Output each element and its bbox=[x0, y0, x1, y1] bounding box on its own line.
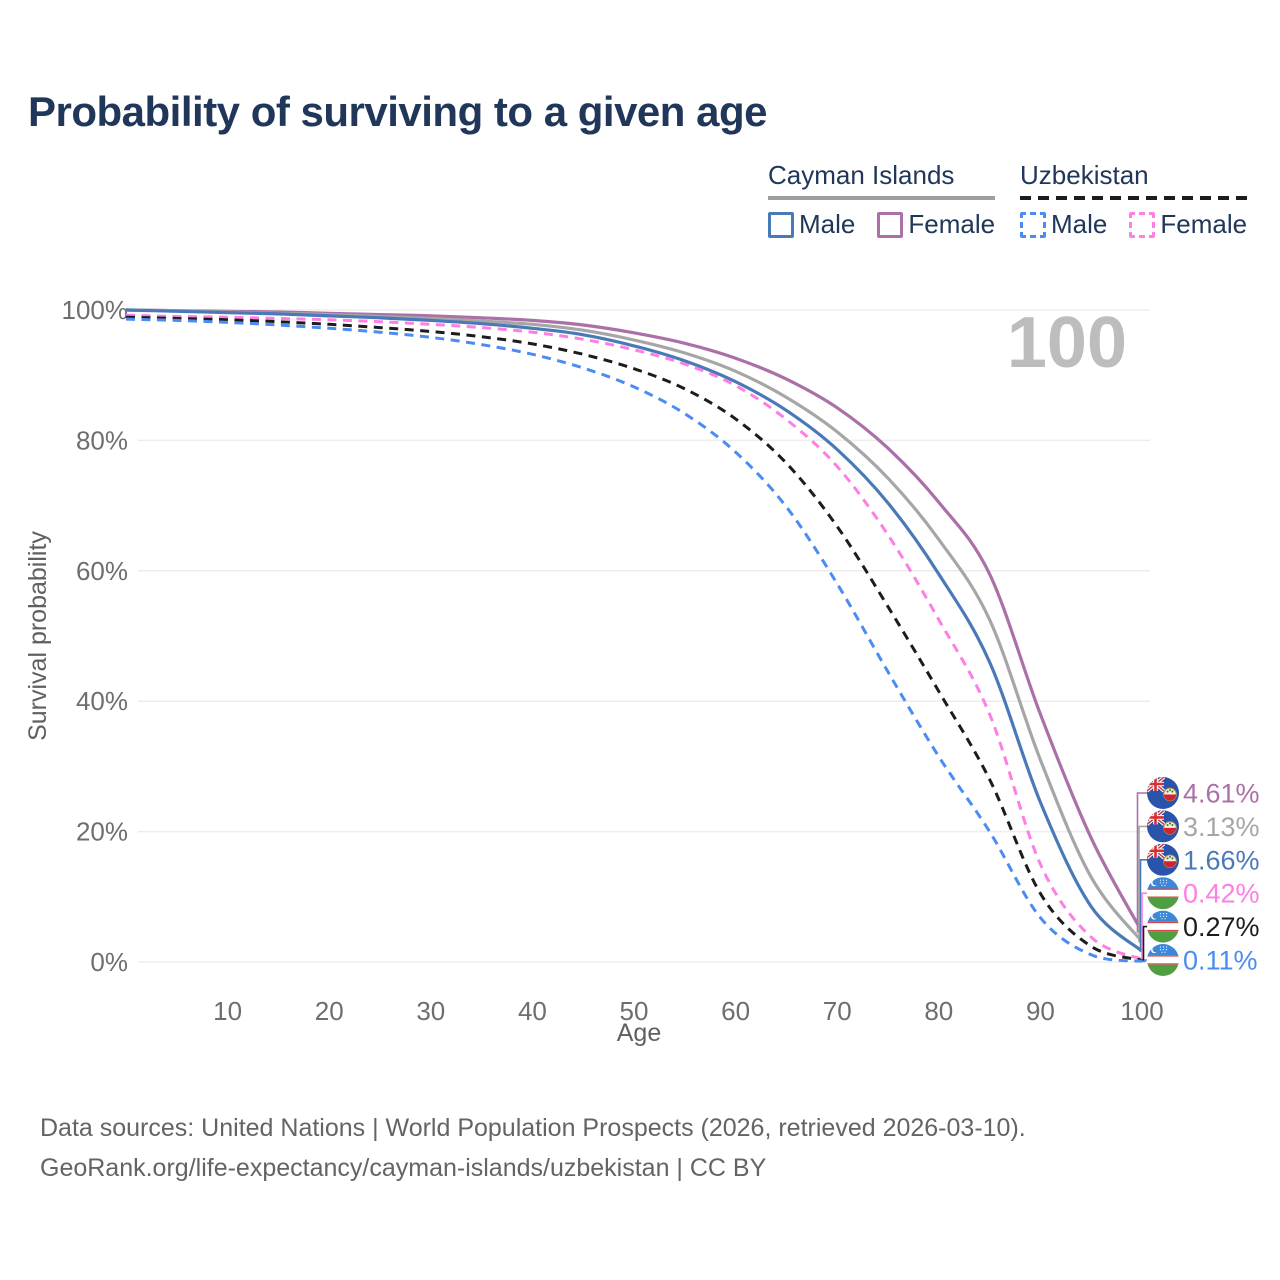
end-label-flags bbox=[1147, 777, 1179, 976]
x-axis-title: Age bbox=[617, 1019, 661, 1047]
curve-cayman-islands-male[interactable] bbox=[125, 308, 1144, 953]
legend-group-uzbekistan: Uzbekistan Male Female bbox=[1020, 160, 1248, 240]
gridlines bbox=[138, 309, 1150, 963]
legend-label-uzbekistan-male: Male bbox=[1051, 209, 1108, 239]
page-title: Probability of surviving to a given age bbox=[28, 88, 767, 135]
footer-data-sources: Data sources: United Nations | World Pop… bbox=[40, 1114, 1026, 1142]
x-tick-30: 30 bbox=[416, 996, 445, 1026]
x-tick-60: 60 bbox=[721, 996, 750, 1026]
legend-title-cayman-islands[interactable]: Cayman Islands bbox=[768, 160, 955, 190]
curve-uzbekistan-male[interactable] bbox=[125, 317, 1143, 963]
x-tick-100: 100 bbox=[1120, 996, 1163, 1026]
watermark-age-100: 100 bbox=[1007, 303, 1127, 383]
curve-cayman-islands-both-sexes[interactable] bbox=[125, 308, 1144, 943]
curve-uzbekistan-female[interactable] bbox=[125, 313, 1143, 961]
x-tick-70: 70 bbox=[823, 996, 852, 1026]
x-tick-20: 20 bbox=[315, 996, 344, 1026]
x-tick-50: 50 bbox=[620, 996, 649, 1026]
legend-underline-uzbekistan bbox=[1020, 196, 1248, 200]
legend-label-cayman-male: Male bbox=[799, 209, 856, 239]
end-label-uzbekistan-male: 0.11% bbox=[1183, 946, 1258, 976]
y-tick-0%: 0% bbox=[90, 947, 128, 977]
y-axis-tick-labels: 0% 20% 40% 60% 80% 100% bbox=[62, 295, 129, 977]
cayman-flag-icon bbox=[1147, 844, 1179, 876]
legend-item-uzbekistan-male[interactable]: Male bbox=[1020, 209, 1107, 240]
legend-item-cayman-male[interactable]: Male bbox=[768, 209, 855, 240]
legend-swatch-uzbekistan-male[interactable] bbox=[1020, 211, 1046, 238]
end-label-cayman-islands-both-sexes: 3.13% bbox=[1183, 812, 1260, 842]
legend-title-uzbekistan[interactable]: Uzbekistan bbox=[1020, 160, 1149, 190]
y-tick-40%: 40% bbox=[76, 686, 128, 716]
legend-item-uzbekistan-female[interactable]: Female bbox=[1129, 209, 1247, 240]
y-tick-20%: 20% bbox=[76, 817, 128, 847]
legend-swatch-cayman-male[interactable] bbox=[768, 211, 794, 238]
legend-swatch-cayman-female[interactable] bbox=[877, 211, 904, 238]
footer-source-url: GeoRank.org/life-expectancy/cayman-islan… bbox=[40, 1154, 767, 1182]
legend-swatch-uzbekistan-female[interactable] bbox=[1129, 211, 1156, 238]
leader-line-uzbekistan-female bbox=[1141, 892, 1149, 960]
survival-curves bbox=[125, 308, 1144, 963]
y-tick-100%: 100% bbox=[62, 295, 129, 325]
x-tick-90: 90 bbox=[1026, 996, 1055, 1026]
x-tick-80: 80 bbox=[924, 996, 953, 1026]
legend-label-cayman-female: Female bbox=[908, 209, 996, 239]
end-label-values: 4.61%3.13%1.66% 0.42%0.27% 0.11% bbox=[1183, 779, 1260, 976]
legend-label-uzbekistan-female: Female bbox=[1160, 209, 1248, 239]
legend-underline-cayman-islands bbox=[768, 196, 996, 200]
x-tick-10: 10 bbox=[213, 996, 242, 1026]
leader-line-uzbekistan-both-sexes bbox=[1142, 925, 1149, 961]
y-tick-60%: 60% bbox=[76, 556, 128, 586]
x-axis-tick-labels: 10 20 30 40 50 60 70 80 90 100 bbox=[213, 996, 1164, 1026]
y-tick-80%: 80% bbox=[76, 425, 128, 455]
end-label-uzbekistan-female: 0.42% bbox=[1183, 879, 1260, 909]
end-label-leader-lines bbox=[1136, 792, 1149, 963]
legend-item-cayman-female[interactable]: Female bbox=[877, 209, 995, 240]
uzbekistan-flag-icon bbox=[1147, 911, 1179, 943]
end-label-uzbekistan-both-sexes: 0.27% bbox=[1183, 912, 1260, 942]
legend-group-cayman-islands: Cayman Islands Male Female bbox=[768, 160, 996, 240]
cayman-flag-icon bbox=[1147, 810, 1179, 842]
footer: Data sources: United Nations | World Pop… bbox=[40, 1108, 1026, 1188]
uzbekistan-flag-icon bbox=[1147, 944, 1179, 976]
cayman-flag-icon bbox=[1147, 777, 1179, 809]
uzbekistan-flag-icon bbox=[1147, 877, 1179, 909]
x-tick-40: 40 bbox=[518, 996, 547, 1026]
curve-uzbekistan-both-sexes[interactable] bbox=[125, 315, 1143, 962]
end-label-cayman-islands-male: 1.66% bbox=[1183, 845, 1260, 875]
y-axis-title: Survival probability bbox=[24, 531, 52, 741]
end-label-cayman-islands-female: 4.61% bbox=[1183, 779, 1260, 809]
